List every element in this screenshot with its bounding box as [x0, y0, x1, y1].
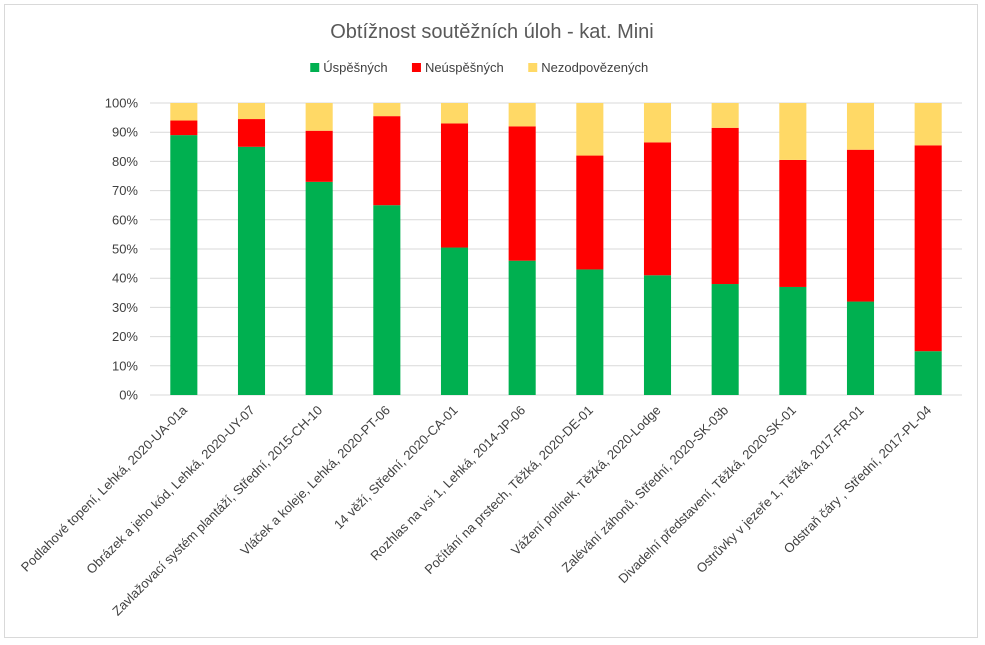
bar-segment	[440, 103, 469, 124]
bar-segment	[170, 103, 198, 121]
bar-segment	[846, 103, 875, 150]
legend-label: Neúspěšných	[425, 60, 504, 75]
legend-item: Úspěšných	[310, 60, 388, 75]
bar-segment	[305, 181, 333, 395]
bar-segment	[373, 103, 401, 117]
legend: Úspěšných Neúspěšných Nezodpovězených	[310, 60, 648, 75]
x-tick-label: Vláček a koleje, Lehká, 2020-PT-06	[237, 403, 393, 559]
x-tick-label: 14 věží, Střední, 2020-CA-01	[331, 403, 461, 533]
bar-segment	[576, 269, 604, 395]
chart-frame	[4, 4, 978, 638]
y-tick-label: 30%	[112, 300, 138, 315]
bar-segment	[779, 286, 807, 395]
legend-swatch	[528, 63, 538, 72]
x-axis: Podlahové topení, Lehká, 2020-UA-01aObrá…	[18, 402, 934, 619]
y-tick-label: 20%	[112, 329, 138, 344]
bars	[170, 103, 942, 395]
bar-segment	[440, 123, 469, 248]
bar-segment	[305, 103, 333, 131]
x-tick-label: Odstraň čáry , Střední, 2017-PL-04	[781, 403, 935, 557]
bar-segment	[711, 127, 739, 285]
bar-segment	[643, 103, 672, 143]
bar-segment	[237, 103, 266, 120]
y-tick-label: 80%	[112, 154, 138, 169]
bar-segment	[914, 145, 942, 352]
bar-segment	[373, 116, 401, 206]
y-tick-label: 40%	[112, 271, 138, 286]
legend-label: Nezodpovězených	[541, 60, 648, 75]
bar-segment	[170, 120, 198, 136]
y-tick-label: 60%	[112, 212, 138, 227]
bar-segment	[779, 159, 807, 287]
y-tick-label: 50%	[112, 242, 138, 257]
y-tick-label: 90%	[112, 125, 138, 140]
bar-segment	[914, 351, 942, 395]
y-tick-label: 100%	[105, 96, 139, 111]
bar-segment	[508, 260, 536, 395]
bar-segment	[305, 130, 333, 182]
bar-segment	[237, 119, 266, 147]
y-axis: 0% 10% 20% 30% 40% 50% 60% 70% 80% 90% 100%	[105, 96, 139, 403]
bar-segment	[508, 103, 536, 127]
bar-segment	[576, 155, 604, 270]
bar-segment	[440, 247, 469, 395]
legend-swatch	[310, 63, 320, 72]
bar-segment	[846, 149, 875, 302]
bar-segment	[711, 103, 739, 128]
legend-item: Neúspěšných	[411, 60, 504, 75]
bar-segment	[779, 103, 807, 160]
y-tick-label: 10%	[112, 358, 138, 373]
x-tick-label: Vážení polínek, Těžká, 2020-Lodge	[508, 403, 664, 559]
bar-segment	[914, 103, 942, 146]
legend-swatch	[411, 63, 421, 72]
bar-segment	[643, 142, 672, 276]
bar-segment	[170, 135, 198, 395]
bar-segment	[711, 284, 739, 395]
bar-segment	[373, 205, 401, 395]
legend-label: Úspěšných	[323, 60, 387, 75]
y-tick-label: 0%	[119, 388, 138, 403]
bar-segment	[643, 275, 672, 395]
chart-title: Obtížnost soutěžních úloh - kat. Mini	[330, 21, 654, 43]
bar-segment	[237, 146, 266, 395]
bar-segment	[576, 103, 604, 156]
legend-item: Nezodpovězených	[528, 60, 648, 75]
gridlines	[150, 102, 962, 396]
y-tick-label: 70%	[112, 183, 138, 198]
bar-segment	[508, 126, 536, 261]
bar-segment	[846, 301, 875, 395]
